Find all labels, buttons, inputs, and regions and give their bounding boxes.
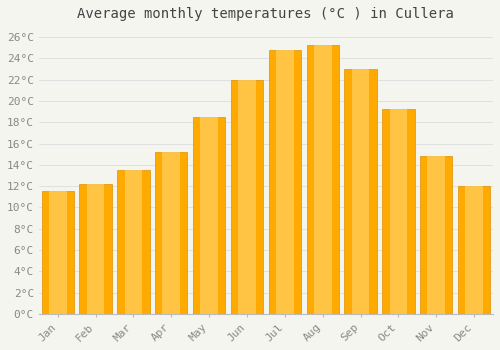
Bar	[86, 184, 104, 314]
Bar	[390, 110, 407, 314]
Bar	[238, 79, 256, 314]
Bar	[420, 156, 452, 314]
Bar	[269, 50, 301, 314]
Bar	[124, 170, 142, 314]
Bar	[231, 79, 263, 314]
Bar	[352, 69, 370, 314]
Bar	[314, 46, 332, 314]
Bar	[428, 156, 445, 314]
Bar	[200, 117, 218, 314]
Bar	[42, 191, 74, 314]
Bar	[49, 191, 66, 314]
Bar	[155, 152, 188, 314]
Bar	[344, 69, 376, 314]
Title: Average monthly temperatures (°C ) in Cullera: Average monthly temperatures (°C ) in Cu…	[78, 7, 454, 21]
Bar	[306, 46, 339, 314]
Bar	[276, 50, 293, 314]
Bar	[193, 117, 225, 314]
Bar	[382, 110, 414, 314]
Bar	[466, 186, 483, 314]
Bar	[118, 170, 150, 314]
Bar	[80, 184, 112, 314]
Bar	[458, 186, 490, 314]
Bar	[162, 152, 180, 314]
